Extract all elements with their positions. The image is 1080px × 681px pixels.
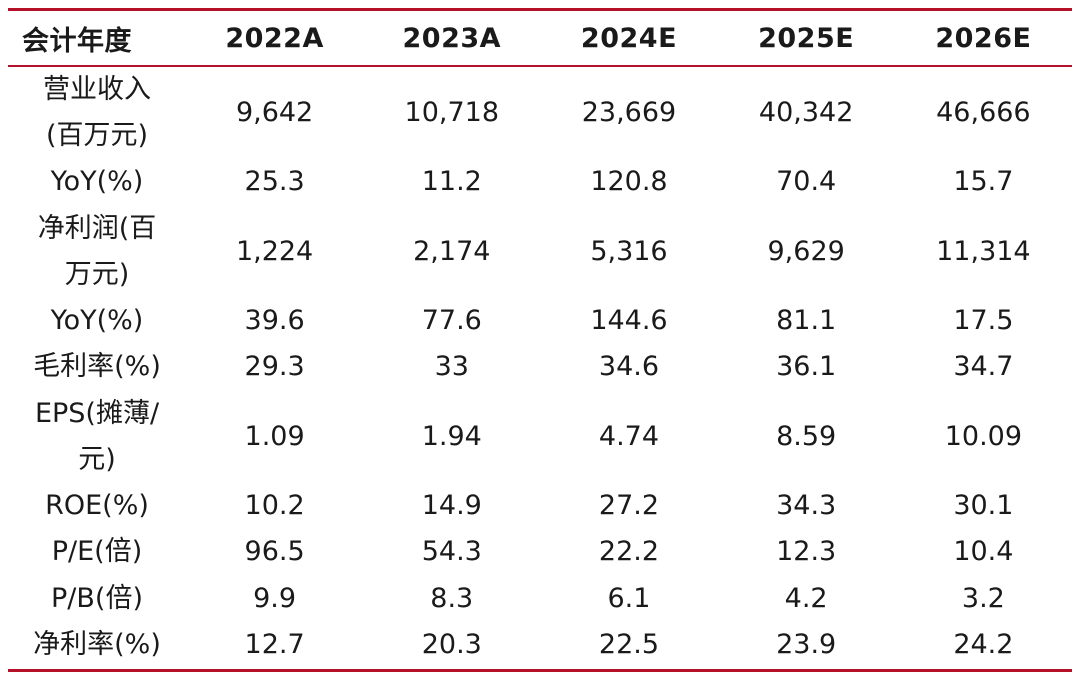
value-cell: 54.3 — [421, 536, 482, 568]
value-cell: 9,629 — [767, 235, 845, 267]
value-cell: 10.2 — [244, 489, 305, 521]
value-cell: 22.2 — [598, 536, 660, 568]
value-cell: 27.2 — [598, 489, 660, 521]
value-cell: 29.3 — [244, 351, 305, 383]
row-label-line: YoY(%) — [50, 304, 144, 336]
row-label-line: (百万元) — [45, 120, 149, 151]
header-year-cell: 2025E — [717, 8, 895, 67]
value-cell: 34.3 — [776, 489, 837, 521]
row-label-cell: YoY(%) — [8, 159, 186, 206]
value-cell: 34.7 — [953, 351, 1014, 383]
table-row: YoY(%) 25.3 11.2 120.8 70.4 15.7 — [8, 159, 1072, 206]
row-label-cell: 净利率(%) — [8, 622, 186, 672]
table-row: 营业收入 (百万元) 9,642 10,718 23,669 40,342 46,666 — [8, 66, 1072, 159]
row-label-line: 净利润(百 — [37, 212, 157, 244]
header-year-cell: 2026E — [894, 8, 1072, 67]
financial-forecast-sheet: 会计年度 2022A 2023A 2024E 2025E 2026E 营业收入 (… — [8, 0, 1072, 672]
value-cell: 22.5 — [540, 622, 718, 672]
row-label-cell: P/B(倍) — [8, 576, 186, 623]
header-year-cell: 2024E — [540, 8, 718, 67]
value-cell: 10.4 — [953, 536, 1014, 568]
value-cell: 24.2 — [894, 622, 1072, 672]
table-body: 营业收入 (百万元) 9,642 10,718 23,669 40,342 46,666 Yo… — [8, 66, 1072, 672]
value-cell: 77.6 — [421, 304, 482, 336]
row-label-line: EPS(摊薄/ — [34, 397, 160, 429]
value-cell: 23,669 — [581, 97, 677, 128]
value-cell: 2,174 — [413, 235, 491, 267]
row-label-cell: P/E(倍) — [8, 529, 186, 576]
value-cell: 4.74 — [598, 420, 660, 452]
table-header: 会计年度 2022A 2023A 2024E 2025E 2026E — [8, 8, 1072, 67]
row-label-cell: 毛利率(%) — [8, 344, 186, 391]
row-label-cell: 净利润(百万元) — [8, 206, 186, 298]
value-cell: 11.2 — [421, 166, 482, 198]
value-cell: 14.9 — [421, 489, 482, 521]
value-cell: 96.5 — [244, 536, 305, 568]
table-row: EPS(摊薄/元) 1.09 1.94 4.74 8.59 10.09 — [8, 391, 1072, 483]
value-cell: 8.3 — [430, 582, 474, 614]
header-label-cell: 会计年度 — [8, 8, 186, 67]
row-label-line: 元) — [78, 443, 116, 475]
table-row: YoY(%) 39.6 77.6 144.6 81.1 17.5 — [8, 298, 1072, 345]
table-row: 净利润(百万元) 1,224 2,174 5,316 9,629 11,314 — [8, 206, 1072, 298]
value-cell: 9,642 — [235, 97, 314, 128]
value-cell: 1,224 — [235, 235, 314, 267]
value-cell: 12.3 — [776, 536, 837, 568]
value-cell: 120.8 — [590, 166, 668, 198]
row-label-cell: EPS(摊薄/元) — [8, 391, 186, 483]
value-cell: 144.6 — [590, 304, 668, 336]
value-cell: 9.9 — [253, 582, 297, 614]
header-year-cell: 2023A — [363, 8, 541, 67]
value-cell: 10,718 — [404, 97, 500, 128]
value-cell: 46,666 — [936, 97, 1031, 128]
value-cell: 81.1 — [776, 304, 837, 336]
table-row: 毛利率(%) 29.3 33 34.6 36.1 34.7 — [8, 344, 1072, 391]
value-cell: 25.3 — [244, 166, 305, 198]
value-cell: 1.94 — [421, 420, 482, 452]
row-label-line: P/E(倍) — [51, 536, 143, 568]
value-cell: 39.6 — [244, 304, 305, 336]
row-label-line: P/B(倍) — [51, 582, 143, 614]
value-cell: 10.09 — [944, 420, 1023, 452]
value-cell: 4.2 — [784, 582, 828, 614]
value-cell: 36.1 — [776, 351, 837, 383]
value-cell: 8.59 — [776, 420, 837, 452]
value-cell: 5,316 — [590, 235, 668, 267]
table-row: 净利率(%) 12.7 20.3 22.5 23.9 24.2 — [8, 622, 1072, 672]
value-cell: 17.5 — [953, 304, 1014, 336]
financial-forecast-table: 会计年度 2022A 2023A 2024E 2025E 2026E 营业收入 (… — [8, 8, 1072, 672]
value-cell: 30.1 — [953, 489, 1014, 521]
row-label-line: 营业收入 — [43, 74, 151, 105]
value-cell: 12.7 — [186, 622, 364, 672]
value-cell: 40,342 — [758, 97, 854, 128]
row-label-cell: 营业收入 (百万元) — [8, 66, 186, 159]
table-row: P/B(倍) 9.9 8.3 6.1 4.2 3.2 — [8, 576, 1072, 623]
table-row: ROE(%) 10.2 14.9 27.2 34.3 30.1 — [8, 483, 1072, 530]
row-label-line: 毛利率(%) — [33, 351, 161, 383]
row-label-line: 万元) — [64, 258, 130, 290]
table-row: P/E(倍) 96.5 54.3 22.2 12.3 10.4 — [8, 529, 1072, 576]
value-cell: 23.9 — [717, 622, 895, 672]
value-cell: 70.4 — [776, 166, 837, 198]
value-cell: 33 — [434, 351, 469, 383]
value-cell: 15.7 — [953, 166, 1014, 198]
header-year-cell: 2022A — [186, 8, 364, 67]
row-label-line: YoY(%) — [50, 166, 144, 198]
value-cell: 1.09 — [244, 420, 305, 452]
header-row: 会计年度 2022A 2023A 2024E 2025E 2026E — [8, 8, 1072, 67]
row-label-line: ROE(%) — [45, 489, 149, 521]
row-label-cell: ROE(%) — [8, 483, 186, 530]
row-label-cell: YoY(%) — [8, 298, 186, 345]
value-cell: 11,314 — [936, 235, 1031, 267]
value-cell: 34.6 — [598, 351, 660, 383]
row-label-line: 净利率(%) — [33, 629, 161, 661]
value-cell: 20.3 — [363, 622, 541, 672]
value-cell: 3.2 — [961, 582, 1005, 614]
value-cell: 6.1 — [607, 582, 651, 614]
